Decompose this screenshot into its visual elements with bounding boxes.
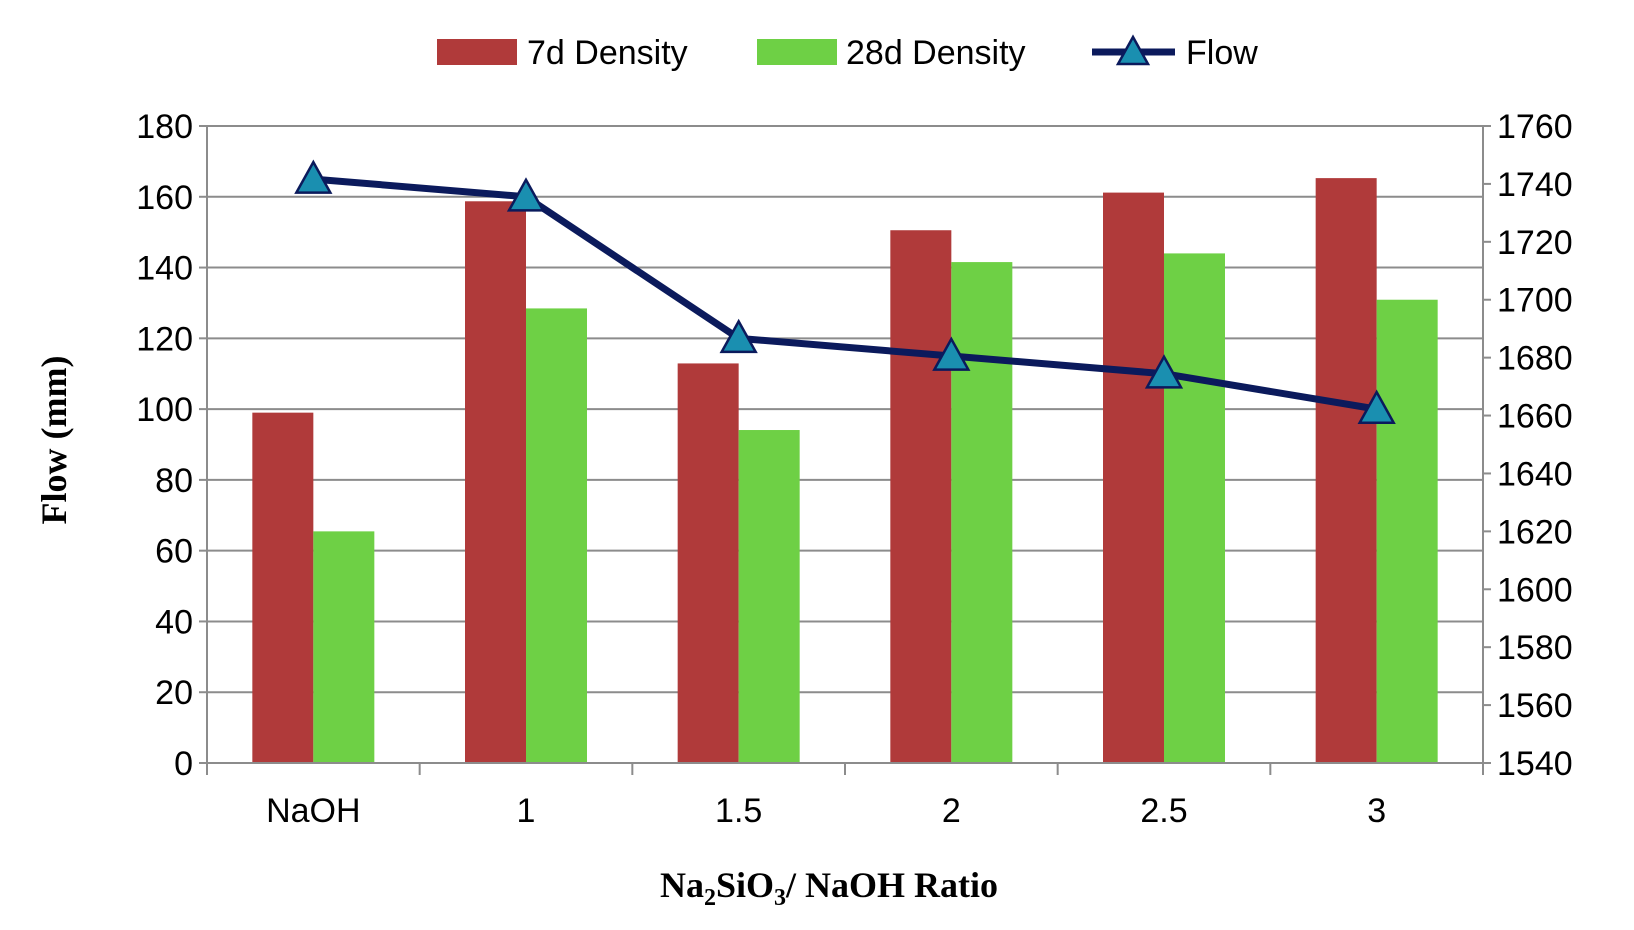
left-axis-ticks: 0 20 40 60 80 100 120 140 160 180 xyxy=(136,108,207,783)
left-tick-label: 120 xyxy=(136,320,193,358)
right-tick-label: 1640 xyxy=(1497,455,1573,493)
legend-label: 28d Density xyxy=(846,34,1026,72)
left-tick-label: 180 xyxy=(136,108,193,146)
left-tick-label: 140 xyxy=(136,250,193,288)
28d-density-bar xyxy=(951,262,1013,763)
28d-density-bar xyxy=(526,308,587,763)
flow-point-marker xyxy=(294,159,333,194)
x-tick-label: NaOH xyxy=(266,792,360,830)
x-tick-label: 3 xyxy=(1367,792,1386,830)
flow-point-marker xyxy=(1357,389,1396,424)
28d-density-bar xyxy=(738,430,800,763)
right-tick-label: 1580 xyxy=(1497,629,1573,667)
7d-density-bar xyxy=(252,412,314,763)
right-tick-label: 1680 xyxy=(1497,340,1573,378)
28d-density-bar xyxy=(1164,253,1225,763)
x-tick-label: 2.5 xyxy=(1140,792,1187,830)
x-title-part: Na xyxy=(660,865,704,905)
x-axis-ticks: NaOH 1 1.5 2 2.5 3 xyxy=(206,763,1484,830)
7d-density-bar xyxy=(1103,192,1164,763)
x-title-part: / NaOH Ratio xyxy=(785,865,998,905)
right-tick-label: 1620 xyxy=(1497,513,1573,551)
right-tick-label: 1660 xyxy=(1497,398,1573,436)
left-tick-label: 100 xyxy=(136,391,193,429)
right-tick-label: 1600 xyxy=(1497,571,1573,609)
x-title-part: SiO xyxy=(716,865,774,905)
legend-marker xyxy=(1115,34,1151,66)
right-tick-label: 1700 xyxy=(1497,282,1573,320)
28d-density-bar xyxy=(1376,299,1438,763)
left-tick-label: 80 xyxy=(155,462,193,500)
right-tick-label: 1760 xyxy=(1497,108,1573,146)
left-tick-label: 40 xyxy=(155,603,193,641)
gridlines xyxy=(207,125,1483,764)
flow-point-marker xyxy=(1144,354,1184,389)
flow-series-line xyxy=(313,175,1378,413)
x-axis-title: Na2SiO3/ NaOH Ratio xyxy=(660,865,998,911)
flow-point-marker xyxy=(719,318,758,354)
x-tick-label: 1.5 xyxy=(715,792,762,830)
legend-label: 7d Density xyxy=(527,34,688,72)
28d-density-bar xyxy=(313,531,375,763)
bars xyxy=(252,178,1438,764)
left-tick-label: 60 xyxy=(155,533,193,571)
7d-density-bar xyxy=(890,230,952,764)
legend-swatch xyxy=(437,39,517,65)
y-axis-title: Flow (mm) xyxy=(34,356,74,525)
right-tick-label: 1560 xyxy=(1497,687,1573,725)
left-tick-label: 160 xyxy=(136,179,193,217)
axes xyxy=(206,126,1484,764)
x-title-sub: 2 xyxy=(704,885,716,911)
left-tick-label: 20 xyxy=(155,674,193,712)
legend-label: Flow xyxy=(1186,34,1258,72)
legend: 7d Density 28d Density Flow xyxy=(437,34,1258,72)
7d-density-bar xyxy=(677,363,739,763)
right-axis-ticks: 1540 1560 1580 1600 1620 1640 1660 1680 1700 1720… xyxy=(1483,108,1573,783)
legend-swatch xyxy=(757,39,837,65)
right-tick-label: 1540 xyxy=(1497,745,1573,783)
x-tick-label: 2 xyxy=(942,792,961,830)
x-title-sub: 3 xyxy=(774,885,786,911)
right-tick-label: 1720 xyxy=(1497,224,1573,262)
left-tick-label: 0 xyxy=(174,745,193,783)
7d-density-bar xyxy=(465,201,526,764)
flow-point-marker xyxy=(506,177,546,212)
7d-density-bar xyxy=(1315,178,1377,764)
flow-point-marker xyxy=(932,336,971,371)
x-tick-label: 1 xyxy=(517,792,536,830)
right-tick-label: 1740 xyxy=(1497,166,1573,204)
flow-line xyxy=(294,159,1396,424)
